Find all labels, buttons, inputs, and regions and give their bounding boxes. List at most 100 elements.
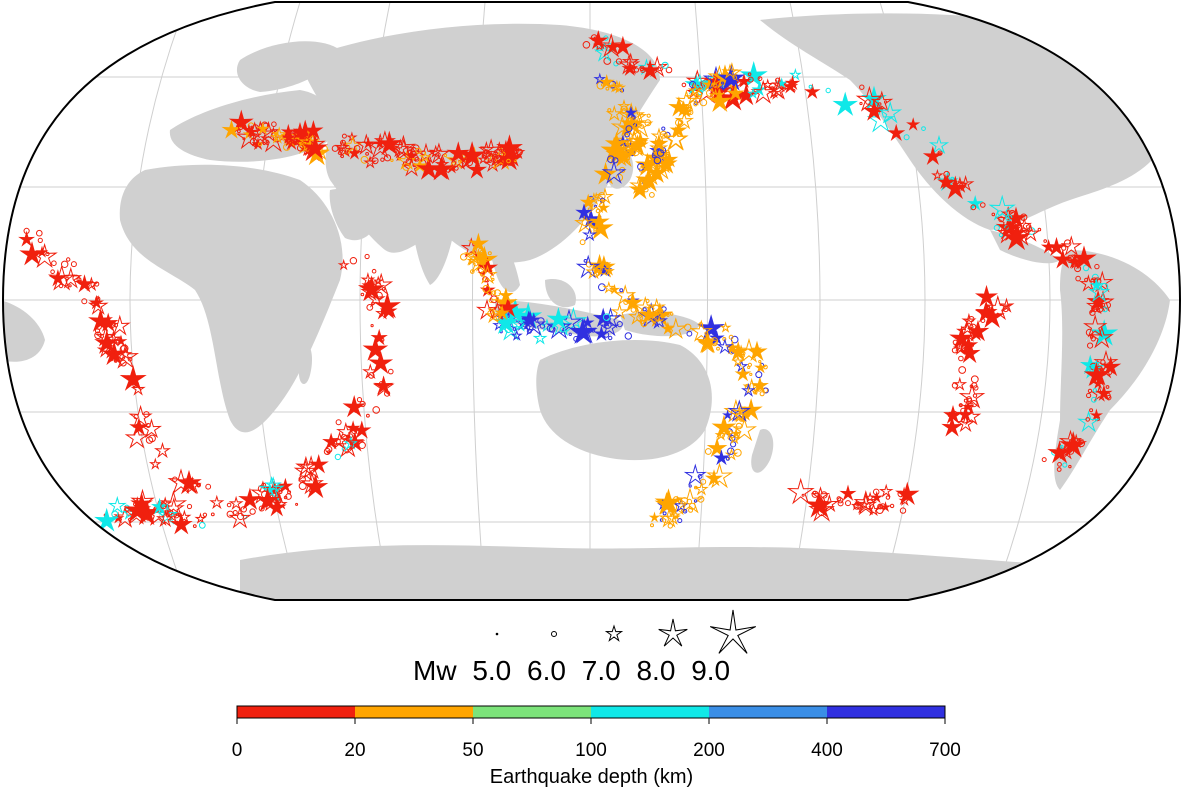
- earthquake-marker: [460, 253, 468, 261]
- earthquake-marker: [651, 317, 657, 324]
- earthquake-marker: [684, 88, 703, 106]
- earthquake-marker: [228, 506, 252, 529]
- earthquake-marker: [859, 84, 865, 90]
- earthquake-marker: [477, 264, 498, 285]
- earthquake-marker: [688, 502, 696, 510]
- earthquake-marker: [240, 506, 248, 513]
- earthquake-marker: [153, 441, 172, 459]
- earthquake-marker: [68, 284, 72, 288]
- earthquake-marker: [249, 508, 256, 515]
- earthquake-marker: [295, 455, 317, 477]
- earthquake-marker: [108, 320, 116, 329]
- earthquake-marker: [697, 495, 705, 503]
- earthquake-marker: [364, 253, 370, 260]
- earthquake-marker: [733, 448, 742, 457]
- earthquake-marker: [356, 397, 363, 403]
- earthquake-marker: [899, 507, 907, 514]
- earthquake-marker: [700, 478, 707, 485]
- earthquake-marker: [340, 434, 347, 440]
- earthquake-marker: [373, 375, 394, 395]
- scandinavia: [236, 41, 340, 92]
- earthquake-marker: [735, 422, 743, 430]
- colorbar-tick-5: 400: [811, 740, 843, 761]
- earthquake-marker: [697, 474, 703, 479]
- earthquake-marker: [761, 78, 774, 91]
- earthquake-marker: [693, 102, 698, 107]
- earthquake-marker: [640, 320, 648, 327]
- earthquake-marker: [23, 227, 30, 234]
- earthquake-marker: [694, 481, 709, 496]
- earthquake-marker: [1009, 212, 1023, 226]
- north-america: [760, 13, 1162, 230]
- earthquake-marker: [197, 483, 201, 487]
- earthquake-marker: [668, 96, 690, 117]
- earthquake-marker: [677, 499, 682, 504]
- earthquake-marker: [659, 518, 664, 522]
- earthquake-marker: [345, 433, 366, 452]
- earthquake-marker: [865, 99, 871, 105]
- earthquake-marker: [111, 510, 119, 518]
- earthquake-marker: [727, 340, 749, 362]
- colorbar-tick-3: 100: [575, 740, 607, 761]
- earthquake-marker: [682, 508, 688, 514]
- earthquake-marker: [1059, 431, 1088, 458]
- earthquake-marker: [366, 413, 370, 418]
- earthquake-marker: [51, 260, 57, 267]
- earthquake-marker: [18, 230, 36, 247]
- earthquake-marker: [242, 137, 246, 141]
- earthquake-marker: [1100, 282, 1109, 291]
- earthquake-marker: [965, 319, 969, 323]
- earthquake-marker: [998, 232, 1004, 238]
- earthquake-marker: [580, 315, 595, 329]
- earthquake-marker: [638, 303, 660, 325]
- earthquake-marker: [617, 99, 631, 112]
- earthquake-marker: [710, 337, 719, 345]
- earthquake-marker: [368, 350, 394, 374]
- earthquake-marker: [1002, 223, 1031, 251]
- earthquake-marker: [922, 145, 943, 165]
- earthquake-marker: [878, 100, 903, 124]
- earthquake-marker: [1089, 325, 1114, 349]
- earthquake-marker: [642, 307, 647, 312]
- earthquake-marker: [808, 496, 836, 522]
- earthquake-marker: [669, 121, 688, 139]
- earthquake-marker: [717, 64, 745, 91]
- earthquake-marker: [956, 174, 975, 192]
- earthquake-marker: [1077, 410, 1101, 433]
- earthquake-marker: [1082, 314, 1108, 338]
- earthquake-marker: [972, 393, 978, 398]
- earthquake-marker: [585, 263, 602, 280]
- earthquake-marker: [687, 82, 703, 98]
- earthquake-marker: [607, 155, 615, 163]
- earthquake-marker: [755, 371, 763, 379]
- earthquake-marker: [335, 419, 342, 426]
- earthquake-marker: [960, 321, 975, 335]
- earthquake-marker: [701, 77, 717, 92]
- earthquake-marker: [937, 152, 942, 156]
- earthquake-marker: [277, 477, 294, 493]
- earthquake-marker: [732, 75, 738, 80]
- mw-label-9: 9.0: [691, 655, 731, 686]
- earthquake-marker: [1068, 257, 1082, 270]
- earthquake-marker: [124, 425, 150, 449]
- earthquake-marker: [582, 226, 598, 242]
- earthquake-marker: [662, 511, 667, 516]
- earthquake-marker: [645, 171, 661, 186]
- earthquake-marker: [603, 321, 612, 329]
- earthquake-marker: [1094, 263, 1100, 270]
- earthquake-marker: [650, 127, 668, 144]
- earthquake-marker: [887, 123, 906, 141]
- earthquake-marker: [595, 208, 601, 214]
- earthquake-marker: [160, 502, 167, 510]
- earthquake-marker: [466, 159, 488, 179]
- earthquake-marker: [443, 153, 448, 158]
- earthquake-marker: [170, 512, 193, 535]
- earthquake-marker: [845, 500, 851, 507]
- earthquake-marker: [713, 449, 730, 466]
- earthquake-marker: [862, 99, 886, 121]
- earthquake-marker: [1090, 319, 1119, 346]
- earthquake-marker: [1090, 270, 1114, 293]
- earthquake-marker: [739, 60, 768, 88]
- earthquake-marker: [465, 152, 471, 159]
- earthquake-marker: [37, 237, 43, 243]
